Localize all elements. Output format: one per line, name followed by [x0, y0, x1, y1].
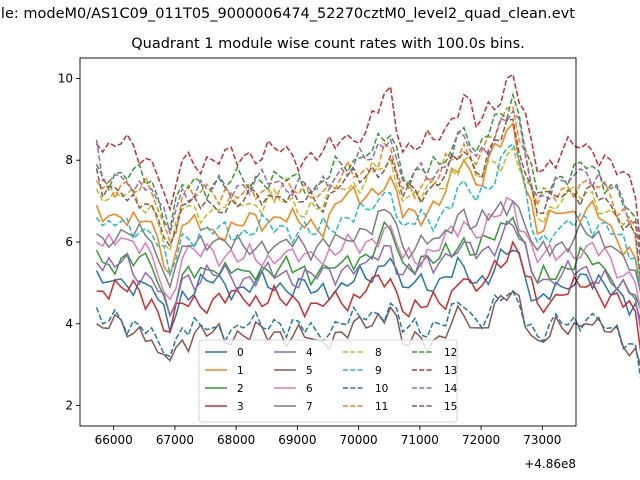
legend-label: 3	[237, 401, 244, 413]
series-line-3	[96, 240, 640, 353]
series-line-0	[95, 247, 640, 335]
x-offset-label: +4.86e8	[524, 457, 576, 471]
x-tick-label: 66000	[95, 433, 133, 447]
x-tick-label: 69000	[278, 433, 316, 447]
legend-label: 15	[444, 401, 457, 413]
legend-label: 5	[306, 365, 313, 377]
series-line-11	[95, 106, 640, 257]
legend-label: 4	[306, 347, 313, 359]
figure-suptitle: n file: modeM0/AS1C09_011T05_9000006474_…	[0, 6, 575, 22]
y-tick-label: 6	[65, 235, 73, 249]
series-line-13	[95, 73, 640, 248]
series-line-7	[96, 199, 640, 293]
series-line-1	[95, 121, 640, 296]
y-tick-label: 10	[58, 71, 73, 85]
legend-label: 14	[444, 383, 458, 395]
series-line-9	[95, 142, 640, 290]
x-tick-label: 71000	[401, 433, 439, 447]
legend-label: 11	[375, 401, 388, 413]
series-line-10	[95, 289, 640, 379]
legend-label: 9	[375, 365, 382, 377]
series-line-5	[96, 290, 640, 367]
series-line-15	[95, 118, 640, 281]
legend-label: 1	[237, 365, 244, 377]
ticks-layer: 66000 67000 68000 69000 70000 71000 72000 73000…	[58, 71, 562, 447]
x-tick-label: 72000	[462, 433, 500, 447]
legend-label: 10	[375, 383, 388, 395]
legend-label: 0	[237, 347, 244, 359]
series-line-4	[95, 220, 640, 330]
x-tick-label: 73000	[523, 433, 561, 447]
legend-label: 6	[306, 383, 313, 395]
y-tick-label: 2	[65, 399, 73, 413]
series-layer	[95, 73, 640, 379]
series-line-2	[95, 216, 640, 318]
legend-box	[198, 339, 458, 423]
series-line-8	[95, 146, 640, 286]
y-tick-label: 8	[65, 153, 73, 167]
series-line-14	[95, 109, 640, 263]
legend-label: 8	[375, 347, 382, 359]
chart-title: Quadrant 1 module wise count rates with …	[131, 36, 525, 52]
y-tick-label: 4	[65, 317, 73, 331]
x-tick-label: 67000	[156, 433, 194, 447]
legend-label: 13	[444, 365, 457, 377]
legend-label: 12	[444, 347, 457, 359]
x-tick-label: 70000	[340, 433, 378, 447]
x-tick-label: 68000	[217, 433, 255, 447]
legend-label: 7	[306, 401, 313, 413]
legend-label: 2	[237, 383, 244, 395]
